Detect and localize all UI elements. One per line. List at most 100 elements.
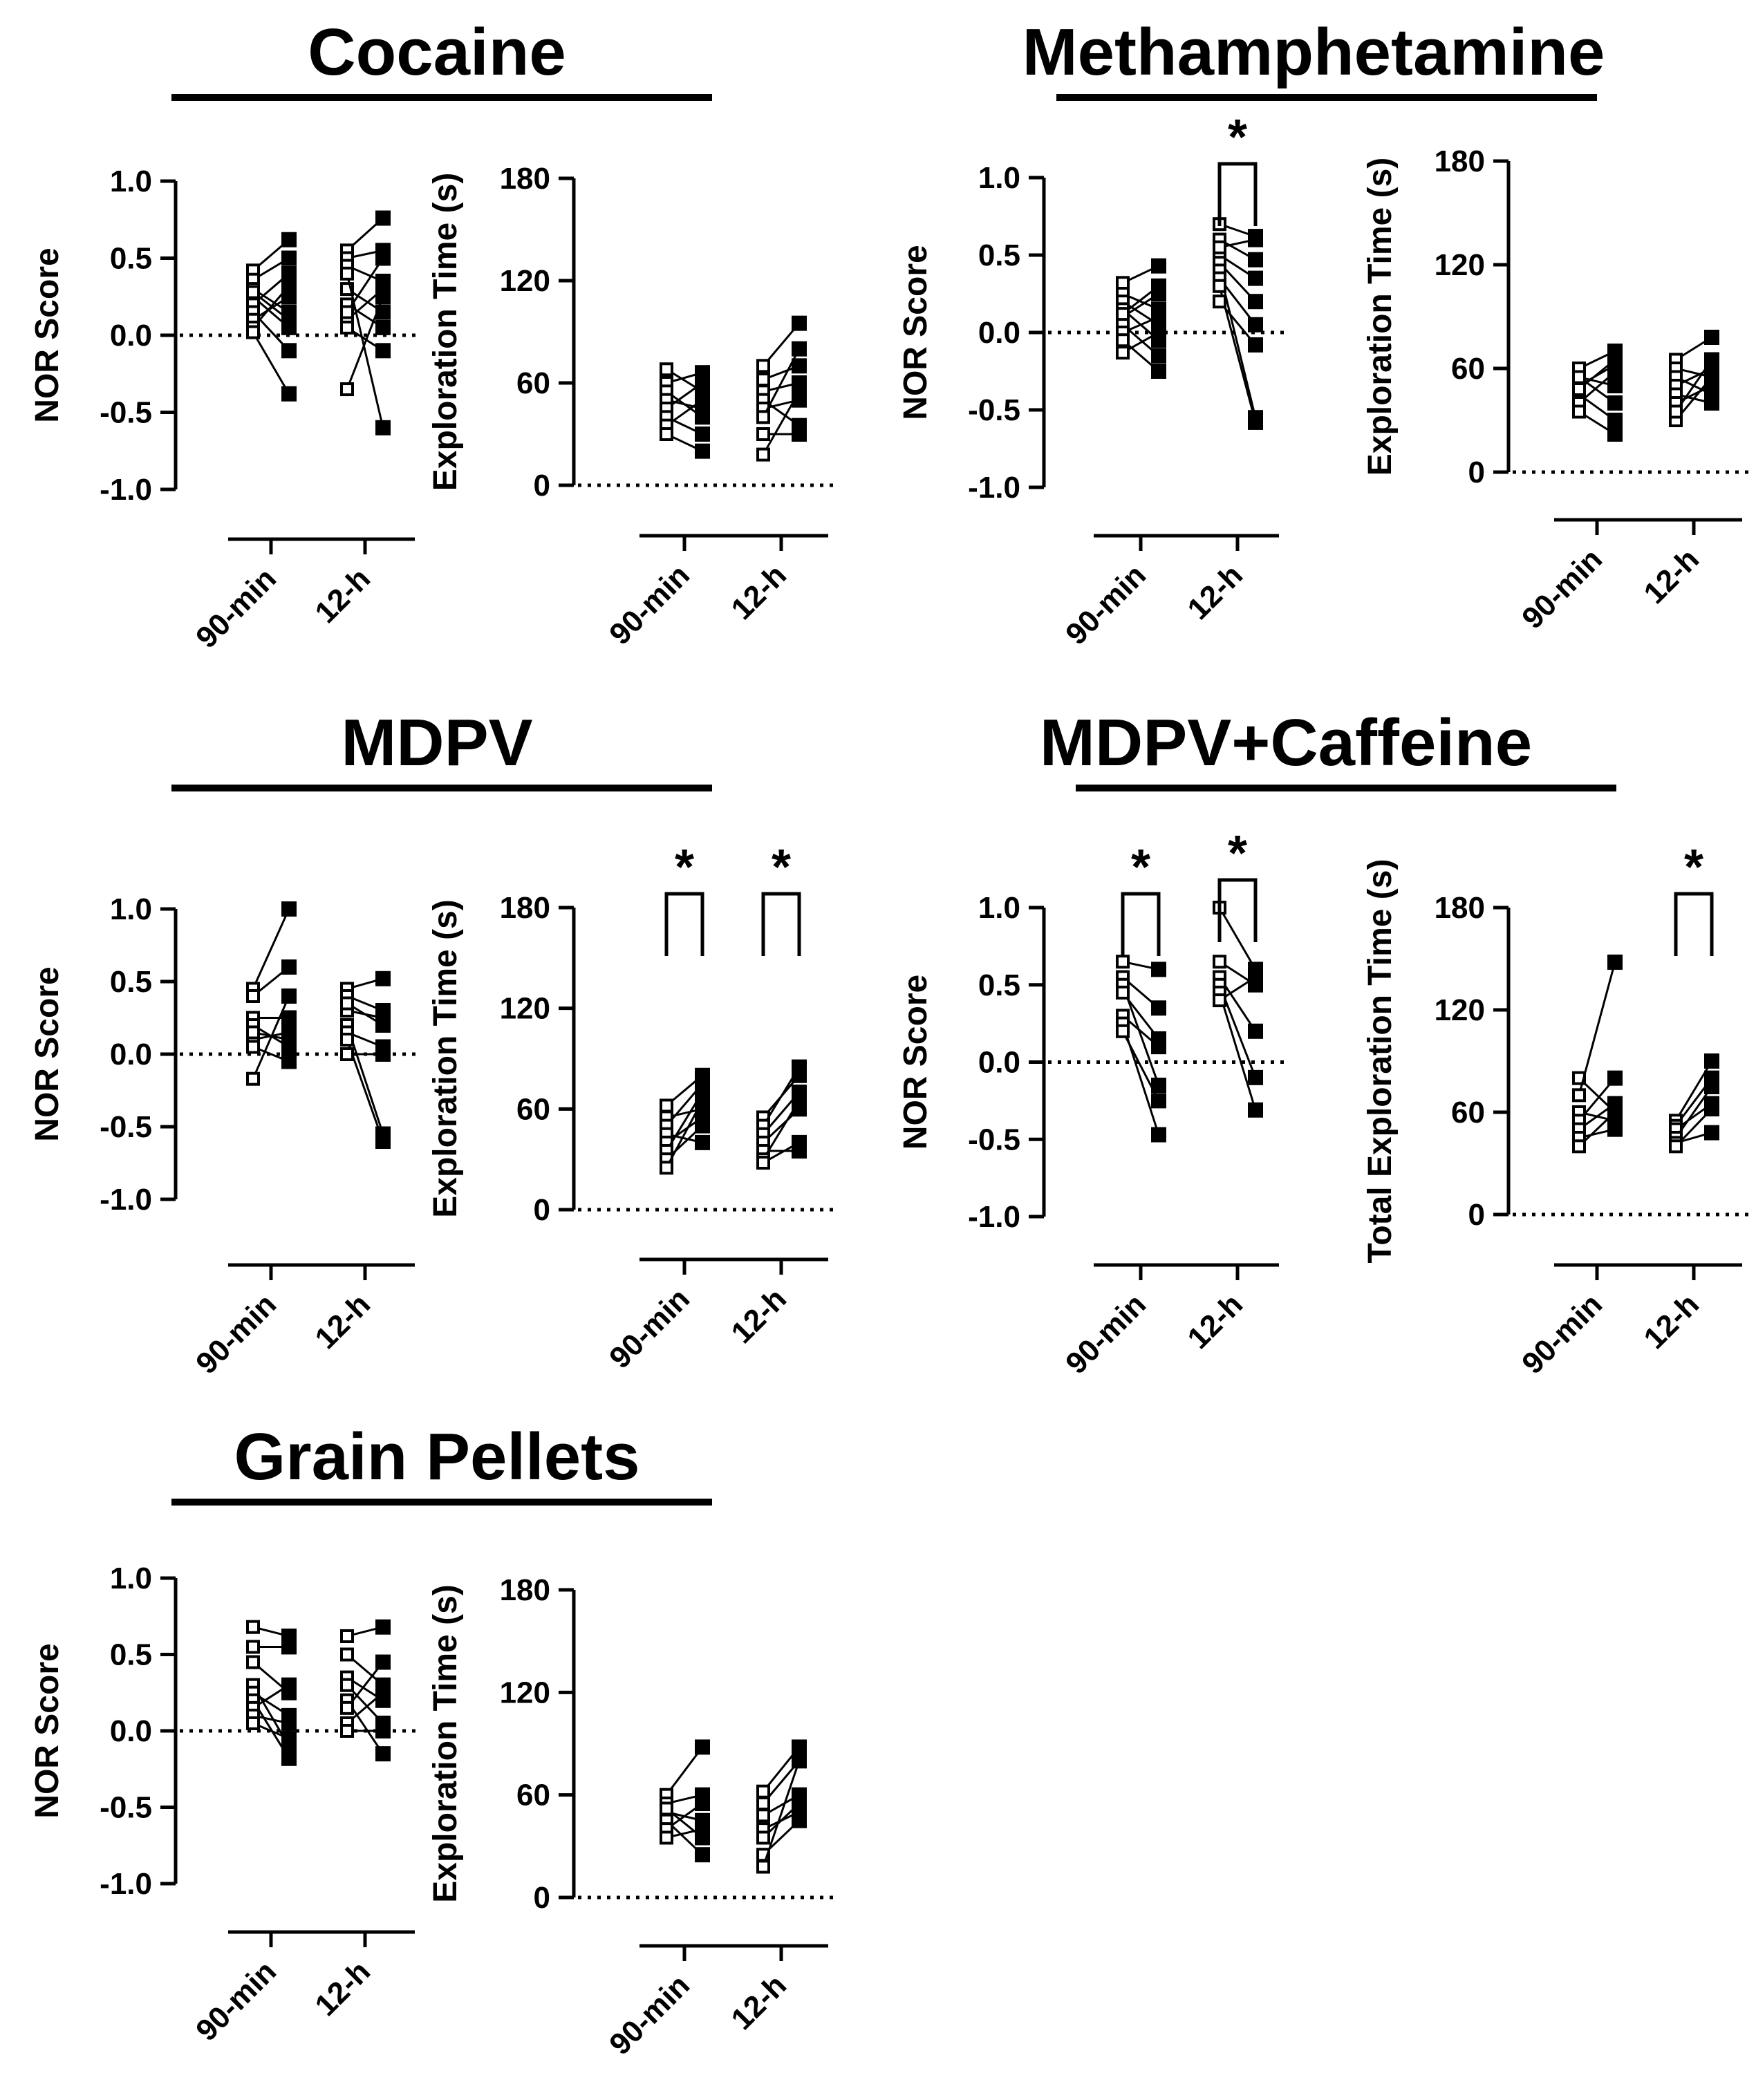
- point-filled: [375, 1047, 391, 1062]
- y-tick-label: -1.0: [968, 1200, 1020, 1234]
- point-open: [756, 1830, 770, 1845]
- point-filled: [792, 1812, 807, 1828]
- point-filled: [1151, 348, 1166, 364]
- point-filled: [281, 988, 297, 1004]
- significance-bracket: [1217, 878, 1258, 942]
- point-filled: [1607, 413, 1623, 428]
- point-filled: [375, 210, 391, 226]
- significance-star: *: [772, 840, 791, 895]
- x-category-label: 12-h: [1637, 1287, 1706, 1356]
- point-filled: [792, 341, 807, 357]
- point-filled: [375, 343, 391, 359]
- point-open: [660, 1161, 673, 1175]
- point-open: [340, 996, 354, 1011]
- point-open: [246, 989, 260, 1003]
- point-open: [246, 1640, 260, 1654]
- y-tick-label: 0.0: [110, 1038, 152, 1071]
- point-open: [340, 1047, 354, 1061]
- point-filled: [695, 1118, 710, 1134]
- point-filled: [1151, 309, 1166, 325]
- point-filled: [695, 1134, 710, 1150]
- point-open: [246, 285, 260, 299]
- point-filled: [792, 1093, 807, 1109]
- pair-line: [1578, 962, 1616, 1096]
- point-filled: [792, 1753, 807, 1769]
- y-tick-label: -0.5: [100, 1110, 152, 1144]
- point-filled: [695, 1739, 710, 1755]
- x-category-label: 12-h: [1181, 1287, 1249, 1356]
- point-filled: [792, 426, 807, 442]
- point-filled: [1151, 1000, 1166, 1016]
- point-filled: [1607, 352, 1623, 368]
- point-open: [1213, 955, 1226, 969]
- point-open: [660, 1801, 673, 1816]
- point-filled: [695, 443, 710, 459]
- y-tick-label: 1.0: [110, 1562, 152, 1595]
- point-open: [1116, 346, 1130, 360]
- point-filled: [375, 1723, 391, 1738]
- pair-line: [665, 1100, 704, 1169]
- point-open: [246, 1716, 260, 1730]
- y-axis-title: NOR Score: [29, 247, 66, 422]
- point-filled: [1607, 395, 1623, 411]
- point-filled: [1607, 1105, 1623, 1120]
- x-category-label: 12-h: [308, 1287, 377, 1356]
- point-open: [756, 1859, 770, 1874]
- y-tick-label: 120: [500, 992, 550, 1026]
- point-open: [246, 1655, 260, 1669]
- point-open: [660, 1830, 673, 1845]
- x-category-label: 12-h: [1181, 558, 1249, 626]
- y-tick-label: 1.0: [978, 891, 1020, 925]
- y-tick-label: -1.0: [100, 1183, 152, 1217]
- point-open: [1213, 279, 1226, 293]
- significance-star: *: [675, 840, 694, 895]
- point-filled: [1704, 1053, 1719, 1069]
- point-filled: [1248, 414, 1263, 430]
- point-open: [340, 266, 354, 281]
- point-open: [340, 382, 354, 397]
- pair-line: [252, 331, 290, 395]
- y-tick-label: 60: [516, 366, 550, 400]
- point-open: [1213, 993, 1226, 1008]
- x-category-label: 90-min: [1515, 542, 1609, 635]
- x-category-label: 90-min: [1515, 1287, 1609, 1380]
- point-filled: [695, 426, 710, 442]
- pair-line: [1121, 992, 1160, 1040]
- point-filled: [695, 1796, 710, 1812]
- point-open: [1669, 1139, 1683, 1154]
- chart-panel-0: 1.0 0.5 0.0 -0.5 -1.0 NOR Score 90-min 12-h: [29, 165, 422, 655]
- point-filled: [1151, 1127, 1166, 1143]
- point-filled: [281, 959, 297, 975]
- point-open: [1669, 404, 1683, 419]
- pair-line: [346, 257, 384, 313]
- y-tick-label: 120: [1435, 248, 1485, 282]
- y-tick-label: 0.0: [978, 316, 1020, 350]
- point-filled: [792, 358, 807, 374]
- point-open: [340, 1033, 354, 1047]
- point-filled: [281, 1639, 297, 1655]
- point-open: [1213, 294, 1226, 309]
- point-open: [756, 427, 770, 441]
- pair-line: [252, 995, 290, 1080]
- point-filled: [1248, 1102, 1263, 1118]
- point-open: [756, 1797, 770, 1811]
- point-filled: [1248, 1023, 1263, 1039]
- y-tick-label: 0.5: [978, 238, 1020, 272]
- point-open: [246, 1040, 260, 1054]
- point-open: [660, 362, 673, 377]
- chart-panel-1: 180 120 60 0 Exploration Time (s) 90-min 12-h: [427, 162, 835, 651]
- y-axis-title: Total Exploration Time (s): [1362, 859, 1399, 1264]
- point-filled: [281, 278, 297, 294]
- y-tick-label: 0.0: [978, 1046, 1020, 1080]
- pair-line: [762, 348, 801, 418]
- y-tick-label: -0.5: [968, 1123, 1020, 1156]
- point-filled: [1704, 1125, 1719, 1141]
- point-filled: [695, 1830, 710, 1846]
- y-tick-label: 1.0: [110, 892, 152, 926]
- point-open: [1213, 240, 1226, 254]
- point-filled: [281, 312, 297, 328]
- point-filled: [281, 1053, 297, 1069]
- point-filled: [1704, 352, 1719, 368]
- y-tick-label: 0.5: [110, 1638, 152, 1672]
